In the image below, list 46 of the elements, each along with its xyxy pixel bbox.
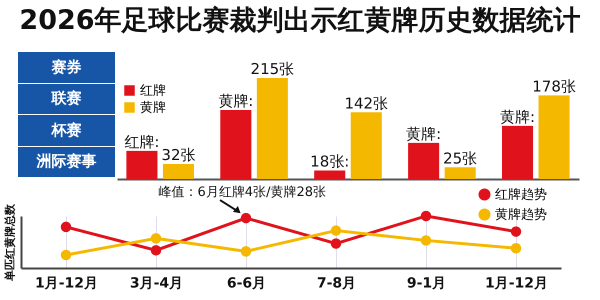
x-tick-label: 6-6月	[226, 276, 266, 292]
point	[420, 235, 432, 246]
x-tick-label: 1月-12月	[34, 276, 98, 292]
data-label: 黄牌:	[500, 108, 536, 126]
legend-label: 红牌趋势	[495, 188, 547, 202]
point	[240, 212, 252, 224]
legend-label: 黄牌	[140, 100, 166, 116]
data-label: 25张	[443, 149, 478, 168]
data-label: 18张:	[310, 152, 350, 171]
bar	[162, 164, 194, 179]
chart-title: 2026年足球比赛裁判出示红黄牌历史数据统计	[18, 4, 582, 38]
bar	[126, 150, 158, 179]
bar	[220, 110, 252, 179]
point	[330, 238, 342, 249]
data-label: 黄牌:	[406, 124, 442, 143]
bar	[408, 142, 440, 179]
label-panel: 赛券 联赛 杯赛 洲际赛事	[18, 52, 115, 178]
y-axis-title: 单匹红黄牌总数	[4, 203, 16, 282]
point	[330, 225, 342, 236]
x-tick-label: 1月-12月	[484, 276, 548, 292]
bar	[350, 112, 382, 179]
legend-label: 红牌	[140, 84, 166, 98]
point	[60, 250, 72, 260]
bar	[444, 167, 476, 179]
data-label: 142张	[344, 94, 388, 112]
bar	[502, 126, 534, 179]
point	[510, 243, 522, 254]
point	[150, 233, 162, 244]
point	[150, 245, 162, 256]
data-label: 32张	[161, 146, 196, 164]
data-label: 红牌:	[124, 132, 160, 151]
data-label: 215张	[250, 60, 294, 78]
data-label: 178张	[532, 77, 576, 96]
x-tick-label: 3月-4月	[130, 276, 184, 292]
point	[420, 210, 432, 222]
point	[240, 246, 252, 257]
annotation: 峰值：6月红牌4张/黄牌28张	[158, 185, 326, 200]
bar	[314, 170, 346, 179]
bar	[538, 95, 570, 179]
x-tick-label: 7-8月	[316, 276, 356, 292]
x-tick-label: 9-1月	[406, 276, 446, 292]
data-label: 黄牌:	[218, 92, 254, 110]
legend-label: 黄牌趋势	[495, 208, 547, 222]
bar	[256, 78, 288, 179]
point	[60, 222, 72, 232]
point	[510, 226, 522, 237]
